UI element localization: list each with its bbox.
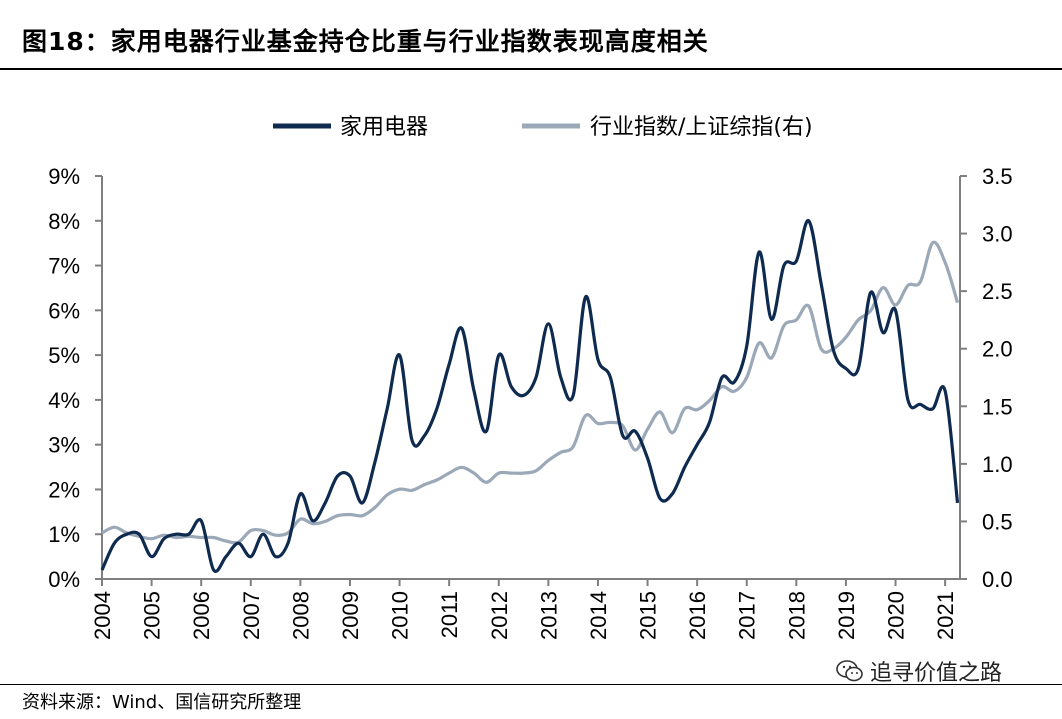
right-y-tick-label: 2.5 [982,279,1013,304]
x-tick-label: 2007 [239,591,264,640]
x-tick-label: 2009 [338,591,363,640]
left-y-tick-label: 6% [48,298,80,323]
right-y-tick-label: 2.0 [982,337,1013,362]
x-tick-label: 2008 [288,591,313,640]
x-tick-label: 2015 [636,591,661,640]
left-y-tick-label: 2% [48,477,80,502]
series-line-home-appliances [100,219,960,573]
x-tick-label: 2011 [437,591,462,638]
x-tick-label: 2021 [933,591,958,640]
figure-title: 图18：家用电器行业基金持仓比重与行业指数表现高度相关 [22,27,709,56]
title-divider [0,68,1062,70]
x-tick-label: 2012 [487,591,512,640]
watermark: 追寻价值之路 [836,655,1002,687]
left-y-tick-label: 8% [48,209,80,234]
x-tick-label: 2006 [189,591,214,640]
right-y-tick-label: 3.5 [982,164,1013,189]
x-tick-label: 2018 [784,591,809,640]
x-tick-label: 2016 [685,591,710,640]
x-tick-label: 2019 [834,591,859,640]
legend-label-home-appliances: 家用电器 [340,115,428,140]
left-y-tick-label: 5% [48,343,80,368]
left-y-tick-label: 9% [48,164,80,189]
left-y-tick-label: 4% [48,388,80,413]
right-y-tick-label: 1.5 [982,394,1013,419]
x-tick-label: 2020 [884,591,909,640]
x-tick-label: 2004 [90,591,115,640]
left-y-tick-label: 3% [48,433,80,458]
x-tick-label: 2013 [536,591,561,640]
right-y-tick-label: 3.0 [982,222,1013,247]
x-tick-label: 2014 [586,591,611,640]
watermark-text: 追寻价值之路 [870,661,1003,686]
left-y-tick-label: 0% [48,567,80,592]
series-line-industry-index [101,240,960,545]
left-y-tick-label: 1% [48,522,80,547]
right-y-tick-label: 0.5 [982,509,1013,534]
legend-label-industry-index: 行业指数/上证综指(右) [590,115,813,140]
footer-divider [0,684,1062,685]
x-tick-label: 2017 [735,591,760,640]
x-tick-label: 2005 [140,591,165,640]
source-note: 资料来源：Wind、国信研究所整理 [22,692,302,713]
left-y-tick-label: 7% [48,254,80,279]
right-y-tick-label: 1.0 [982,452,1013,477]
wechat-icon [836,660,863,682]
right-y-tick-label: 0.0 [982,567,1013,592]
x-tick-label: 2010 [388,591,413,640]
